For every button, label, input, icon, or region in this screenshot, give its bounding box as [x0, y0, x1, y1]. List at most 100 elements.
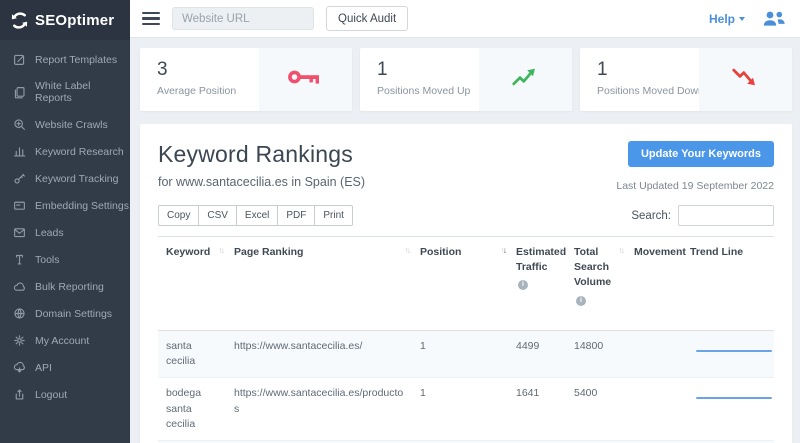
sidebar-item-embedding-settings[interactable]: Embedding Settings	[0, 192, 130, 219]
stat-card-average-position: 3 Average Position	[140, 48, 352, 111]
page-ranking-cell: https://www.santacecilia.es/	[226, 330, 412, 377]
export-excel-button[interactable]: Excel	[237, 205, 278, 226]
column-header-keyword[interactable]: Keyword↑↓	[158, 237, 226, 331]
sidebar-item-logout[interactable]: Logout	[0, 381, 130, 408]
page-ranking-cell: https://www.santacecilia.es/productos	[226, 378, 412, 441]
table-row[interactable]: santa cecilia https://www.santacecilia.e…	[158, 330, 774, 377]
export-pdf-button[interactable]: PDF	[278, 205, 315, 226]
hamburger-menu-icon[interactable]	[142, 9, 160, 29]
stat-value: 3	[157, 59, 259, 81]
stat-label: Positions Moved Down	[597, 85, 699, 97]
table-header-row: Keyword↑↓Page Ranking↑↓Position↑↓Estimat…	[158, 237, 774, 331]
column-header-total-search-volume[interactable]: Total Search Volumei↑↓	[566, 237, 626, 331]
bar-chart-icon	[13, 145, 26, 158]
search-volume-cell: 14800	[566, 330, 626, 377]
sidebar-nav: Report Templates White Label Reports Web…	[0, 40, 130, 408]
sort-icon: ↑↓	[405, 244, 410, 256]
position-cell: 1	[412, 378, 508, 441]
trend-line-sparkline	[690, 339, 778, 363]
export-copy-button[interactable]: Copy	[158, 205, 199, 226]
sort-icon: ↑↓	[219, 244, 224, 256]
app-window: SEOptimer Report Templates White Label R…	[0, 0, 800, 443]
table-search-input[interactable]	[678, 205, 774, 226]
caret-down-icon	[739, 17, 745, 21]
movement-cell	[626, 378, 682, 441]
envelope-icon	[13, 226, 26, 239]
trend-down-icon	[732, 67, 758, 92]
page-subtitle: for www.santacecilia.es in Spain (ES)	[158, 175, 365, 189]
sidebar-item-bulk-reporting[interactable]: Bulk Reporting	[0, 273, 130, 300]
tools-icon	[13, 253, 26, 266]
keyword-cell: santa cecilia	[158, 330, 226, 377]
info-icon[interactable]: i	[576, 296, 586, 306]
copy-icon	[13, 86, 26, 99]
content-area: 3 Average Position	[130, 38, 800, 443]
cloud-api-icon	[13, 361, 26, 374]
embed-icon	[13, 199, 26, 212]
key-icon	[287, 66, 323, 93]
sidebar-item-report-templates[interactable]: Report Templates	[0, 46, 130, 73]
help-menu[interactable]: Help	[709, 12, 745, 26]
sidebar-item-white-label-reports[interactable]: White Label Reports	[0, 73, 130, 111]
column-header-trend-line: Trend Line	[682, 237, 774, 331]
stat-label: Positions Moved Up	[377, 85, 479, 97]
stat-card-positions-moved-up: 1 Positions Moved Up	[360, 48, 572, 111]
export-button-group: CopyCSVExcelPDFPrint	[158, 205, 353, 226]
estimated-traffic-cell: 4499	[508, 330, 566, 377]
trend-line-cell	[682, 378, 774, 441]
sidebar-item-api[interactable]: API	[0, 354, 130, 381]
search-label: Search:	[631, 210, 671, 222]
stat-value: 1	[377, 59, 479, 81]
cloud-icon	[13, 280, 26, 293]
keyword-rankings-panel: Keyword Rankings for www.santacecilia.es…	[140, 124, 792, 443]
sort-icon: ↑↓	[675, 244, 680, 256]
column-header-movement[interactable]: Movement↑↓	[626, 237, 682, 331]
help-label: Help	[709, 12, 735, 26]
column-header-page-ranking[interactable]: Page Ranking↑↓	[226, 237, 412, 331]
stat-label: Average Position	[157, 85, 259, 97]
key-icon	[13, 172, 26, 185]
info-icon[interactable]: i	[518, 280, 528, 290]
topbar: Quick Audit Help	[130, 0, 800, 38]
table-body: santa cecilia https://www.santacecilia.e…	[158, 330, 774, 443]
sort-icon: ↑↓	[501, 244, 506, 256]
seoptimer-logo-icon	[9, 10, 30, 31]
logout-icon	[13, 388, 26, 401]
keyword-cell: bodega santa cecilia	[158, 378, 226, 441]
update-your-keywords-button[interactable]: Update Your Keywords	[628, 141, 774, 167]
sort-icon: ↑↓	[559, 244, 564, 256]
stat-cards: 3 Average Position	[140, 48, 792, 111]
trend-line-sparkline	[690, 386, 778, 410]
sidebar-item-keyword-research[interactable]: Keyword Research	[0, 138, 130, 165]
table-row[interactable]: bodega santa cecilia https://www.santace…	[158, 378, 774, 441]
sidebar-item-tools[interactable]: Tools	[0, 246, 130, 273]
search-volume-cell: 5400	[566, 378, 626, 441]
stat-card-positions-moved-down: 1 Positions Moved Down	[580, 48, 792, 111]
sidebar-item-domain-settings[interactable]: Domain Settings	[0, 300, 130, 327]
sidebar-item-keyword-tracking[interactable]: Keyword Tracking	[0, 165, 130, 192]
edit-icon	[13, 53, 26, 66]
trend-up-icon	[512, 67, 538, 92]
movement-cell	[626, 330, 682, 377]
export-csv-button[interactable]: CSV	[199, 205, 237, 226]
account-users-icon[interactable]	[761, 10, 786, 27]
last-updated-text: Last Updated 19 September 2022	[616, 180, 774, 192]
logo[interactable]: SEOptimer	[0, 0, 130, 40]
column-header-estimated-traffic[interactable]: Estimated Traffici↑↓	[508, 237, 566, 331]
search-plus-icon	[13, 118, 26, 131]
position-cell: 1	[412, 330, 508, 377]
estimated-traffic-cell: 1641	[508, 378, 566, 441]
sidebar-item-my-account[interactable]: My Account	[0, 327, 130, 354]
column-header-position[interactable]: Position↑↓	[412, 237, 508, 331]
keyword-rankings-table: Keyword↑↓Page Ranking↑↓Position↑↓Estimat…	[158, 236, 774, 443]
stat-value: 1	[597, 59, 699, 81]
sidebar-item-leads[interactable]: Leads	[0, 219, 130, 246]
website-url-input[interactable]	[172, 7, 314, 30]
sidebar: SEOptimer Report Templates White Label R…	[0, 0, 130, 443]
page-title: Keyword Rankings	[158, 141, 365, 168]
export-print-button[interactable]: Print	[315, 205, 353, 226]
globe-icon	[13, 307, 26, 320]
sidebar-item-website-crawls[interactable]: Website Crawls	[0, 111, 130, 138]
gear-icon	[13, 334, 26, 347]
quick-audit-button[interactable]: Quick Audit	[326, 6, 408, 31]
